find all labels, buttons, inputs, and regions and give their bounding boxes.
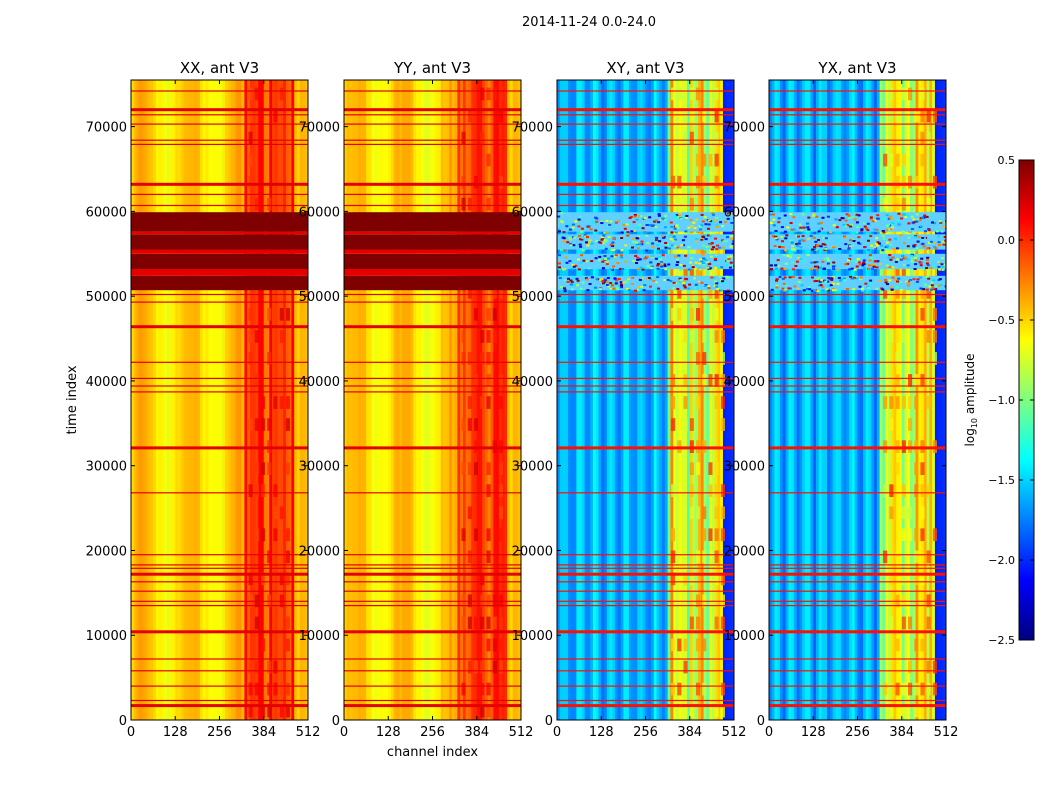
- panel-title: XX, ant V3: [180, 59, 259, 77]
- y-tick-label: 60000: [724, 205, 765, 220]
- x-tick-label: 512: [296, 725, 321, 740]
- panel-1: XX, ant V3 0 128 256 384 512 0 10000 20000 30000 4…: [65, 59, 320, 740]
- x-tick-label: 0: [553, 725, 561, 740]
- colorbar-tick-label: −0.5: [988, 314, 1015, 327]
- y-tick-label: 10000: [86, 629, 127, 644]
- y-tick-label: 40000: [724, 375, 765, 390]
- y-tick-label: 0: [757, 714, 765, 729]
- heatmap-image: [769, 80, 946, 720]
- panels: XX, ant V3 0 128 256 384 512 0 10000 20000 30000 4…: [65, 59, 958, 760]
- x-tick-label: 256: [845, 725, 870, 740]
- x-tick-label: 128: [801, 725, 826, 740]
- x-tick-label: 256: [420, 725, 445, 740]
- panel-title: YY, ant V3: [393, 59, 471, 77]
- x-tick-label: 128: [589, 725, 614, 740]
- y-tick-label: 0: [332, 714, 340, 729]
- x-tick-label: 384: [677, 725, 702, 740]
- colorbar-tick-label: −2.5: [988, 634, 1015, 647]
- x-tick-label: 128: [376, 725, 401, 740]
- x-tick-label: 384: [251, 725, 276, 740]
- y-tick-label: 40000: [299, 375, 340, 390]
- y-tick-label: 60000: [299, 205, 340, 220]
- y-tick-label: 60000: [86, 205, 127, 220]
- y-tick-label: 30000: [86, 460, 127, 475]
- panel-title: XY, ant V3: [606, 59, 684, 77]
- colorbar-tick-label: −1.0: [988, 394, 1015, 407]
- colorbar-tick-label: −1.5: [988, 474, 1015, 487]
- colorbar-tick-label: −2.0: [988, 554, 1015, 567]
- x-tick-label: 512: [722, 725, 747, 740]
- y-tick-label: 30000: [299, 460, 340, 475]
- y-tick-label: 50000: [724, 290, 765, 305]
- heatmap-image: [131, 80, 308, 720]
- y-tick-label: 70000: [86, 121, 127, 136]
- x-tick-label: 512: [509, 725, 534, 740]
- y-axis-label: time index: [65, 365, 80, 434]
- x-tick-label: 0: [340, 725, 348, 740]
- y-tick-label: 30000: [512, 460, 553, 475]
- y-tick-label: 70000: [299, 121, 340, 136]
- y-tick-label: 20000: [512, 544, 553, 559]
- panel-2: YY, ant V3 0 128 256 384 512 0 10000 20000 30000 4…: [299, 59, 534, 760]
- y-tick-label: 10000: [299, 629, 340, 644]
- figure-title: 2014-11-24 0.0-24.0: [522, 15, 656, 30]
- colorbar-tick-label: 0.5: [998, 154, 1016, 167]
- colorbar: 0.5 0.0 −0.5 −1.0 −1.5 −2.0 −2.5 log10 amplitud…: [963, 154, 1035, 647]
- y-tick-label: 60000: [512, 205, 553, 220]
- x-axis-label: channel index: [387, 745, 478, 760]
- y-tick-label: 50000: [512, 290, 553, 305]
- y-tick-label: 10000: [724, 629, 765, 644]
- x-tick-label: 256: [207, 725, 232, 740]
- x-tick-label: 384: [889, 725, 914, 740]
- panel-3: XY, ant V3 0 128 256 384 512 0 10000 20000 30000 4…: [512, 59, 747, 740]
- y-tick-label: 40000: [512, 375, 553, 390]
- y-tick-label: 70000: [512, 121, 553, 136]
- y-tick-label: 70000: [724, 121, 765, 136]
- x-tick-label: 384: [464, 725, 489, 740]
- colorbar-tick-label: 0.0: [998, 234, 1016, 247]
- heatmap-image: [557, 80, 734, 720]
- x-tick-label: 256: [633, 725, 658, 740]
- y-tick-label: 40000: [86, 375, 127, 390]
- panel-4: YX, ant V3 0 128 256 384 512 0 10000 20000 30000 4…: [724, 59, 959, 740]
- heatmap-image: [344, 80, 521, 720]
- y-tick-label: 30000: [724, 460, 765, 475]
- y-tick-label: 0: [119, 714, 127, 729]
- x-tick-label: 0: [127, 725, 135, 740]
- y-tick-label: 50000: [86, 290, 127, 305]
- y-tick-label: 20000: [86, 544, 127, 559]
- x-tick-label: 0: [765, 725, 773, 740]
- y-tick-label: 20000: [299, 544, 340, 559]
- y-tick-label: 50000: [299, 290, 340, 305]
- y-tick-label: 20000: [724, 544, 765, 559]
- panel-title: YX, ant V3: [817, 59, 896, 77]
- x-tick-label: 128: [163, 725, 188, 740]
- y-tick-label: 0: [545, 714, 553, 729]
- x-tick-label: 512: [934, 725, 959, 740]
- colorbar-label: log10 amplitude: [963, 354, 979, 447]
- y-tick-label: 10000: [512, 629, 553, 644]
